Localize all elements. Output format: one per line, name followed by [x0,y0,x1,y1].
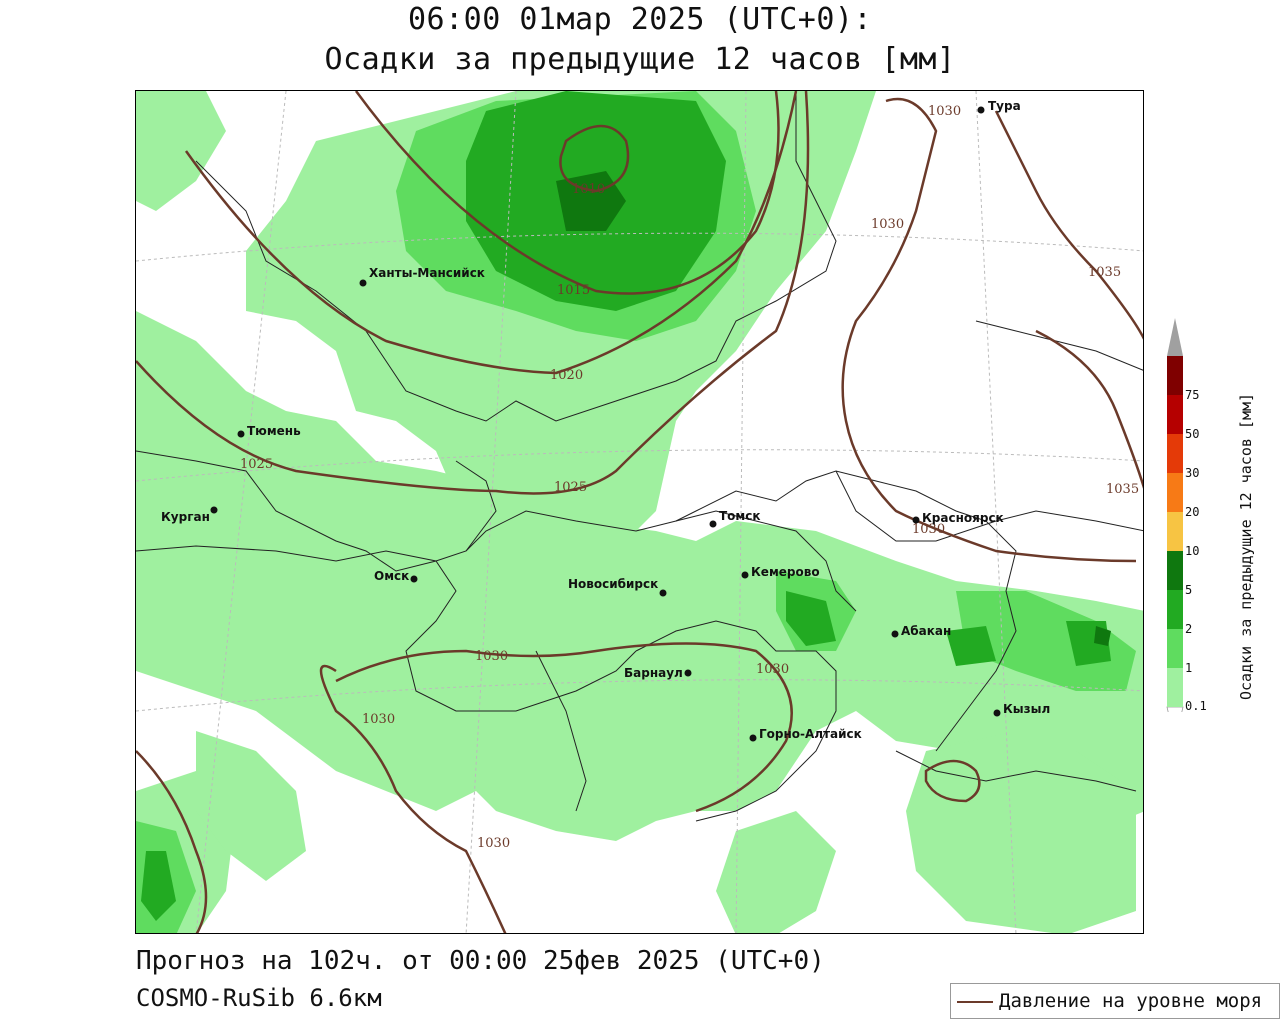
isobar-legend-swatch [957,1001,993,1003]
svg-text:Томск: Томск [719,509,761,523]
svg-text:Курган: Курган [161,510,210,524]
city-khanty-mansiysk: Ханты-Мансийск [359,266,485,287]
city-gorno-altaysk: Горно-Алтайск [749,727,862,742]
map-panel: 1010 1015 1020 1025 1025 1030 1030 1030 … [135,90,1144,934]
precipitation-colorbar: 0.1 1 2 5 10 20 30 50 75 [1166,318,1207,712]
city-kurgan: Курган [161,506,218,524]
colorbar-swatch [1167,629,1183,668]
colorbar-swatch [1167,551,1183,590]
isobar-label: 1030 [477,836,510,851]
city-novosibirsk: Новосибирск [568,577,667,597]
city-markers: Тура Ханты-Мансийск Тюмень Курган Омск Н… [161,99,1050,742]
isobars [136,91,1143,933]
isobar-label: 1030 [871,217,904,232]
isobar-label: 1030 [928,104,961,119]
isobar-label: 1025 [554,480,587,495]
isobar-label: 1015 [557,283,590,298]
colorbar-tick-label: 75 [1185,388,1199,402]
city-tyumen: Тюмень [237,424,301,438]
colorbar-swatch [1167,395,1183,434]
colorbar-tick-label: 50 [1185,427,1199,441]
isobar-label: 1010 [572,182,605,197]
city-tura: Тура [977,99,1021,114]
svg-text:Омск: Омск [374,569,409,583]
svg-text:Барнаул: Барнаул [624,666,683,680]
svg-text:Тура: Тура [988,99,1021,113]
colorbar-tick-label: 2 [1185,622,1192,636]
colorbar-swatch [1167,590,1183,629]
isobar-label: 1030 [756,662,789,677]
svg-text:Ханты-Мансийск: Ханты-Мансийск [369,266,485,280]
city-krasnoyarsk: Красноярск [912,511,1004,525]
svg-text:Красноярск: Красноярск [922,511,1004,525]
isobar-label: 1035 [1088,265,1121,280]
colorbar-tick-label: 20 [1185,505,1199,519]
map-title-variable: Осадки за предыдущие 12 часов [мм] [324,42,956,77]
colorbar-swatch [1167,668,1183,707]
svg-text:Горно-Алтайск: Горно-Алтайск [759,727,862,741]
isobar-label: 1030 [475,649,508,664]
city-abakan: Абакан [891,624,951,638]
isobar-legend-label: Давление на уровне моря [999,990,1263,1012]
colorbar-tick-label: 0.1 [1185,699,1207,712]
colorbar-tick-label: 10 [1185,544,1199,558]
city-kyzyl: Кызыл [993,702,1050,717]
city-omsk: Омск [374,569,418,583]
isobar-label: 1030 [912,522,945,537]
isobar-label: 1035 [1106,482,1139,497]
colorbar-swatch [1167,512,1183,551]
colorbar-title: Осадки за предыдущие 12 часов [мм] [1237,392,1255,700]
colorbar-bottom-arrow [1166,706,1184,712]
city-kemerovo: Кемерово [741,565,820,579]
forecast-run-info: Прогноз на 102ч. от 00:00 25фев 2025 (UT… [136,946,825,976]
model-name: COSMO-RuSib 6.6км [136,984,382,1012]
colorbar-swatch [1167,473,1183,512]
colorbar-tick-label: 1 [1185,661,1192,675]
colorbar-tick-label: 5 [1185,583,1192,597]
isobar-label: 1030 [362,712,395,727]
city-tomsk: Томск [709,509,761,528]
precipitation-map: 1010 1015 1020 1025 1025 1030 1030 1030 … [136,91,1143,933]
colorbar-swatch [1167,434,1183,473]
map-title-time: 06:00 01мар 2025 (UTC+0): [407,2,873,37]
svg-text:Абакан: Абакан [901,624,951,638]
isobar-legend: Давление на уровне моря [950,983,1280,1019]
city-barnaul: Барнаул [624,666,692,680]
svg-text:Кемерово: Кемерово [751,565,820,579]
svg-text:Кызыл: Кызыл [1003,702,1050,716]
svg-text:Новосибирск: Новосибирск [568,577,658,591]
isobar-label: 1025 [240,457,273,472]
isobar-label: 1020 [550,368,583,383]
isobar-labels: 1010 1015 1020 1025 1025 1030 1030 1030 … [240,104,1139,851]
svg-text:Тюмень: Тюмень [247,424,301,438]
colorbar-top-arrow [1167,318,1183,356]
colorbar-swatch [1167,356,1183,395]
colorbar-tick-label: 30 [1185,466,1199,480]
